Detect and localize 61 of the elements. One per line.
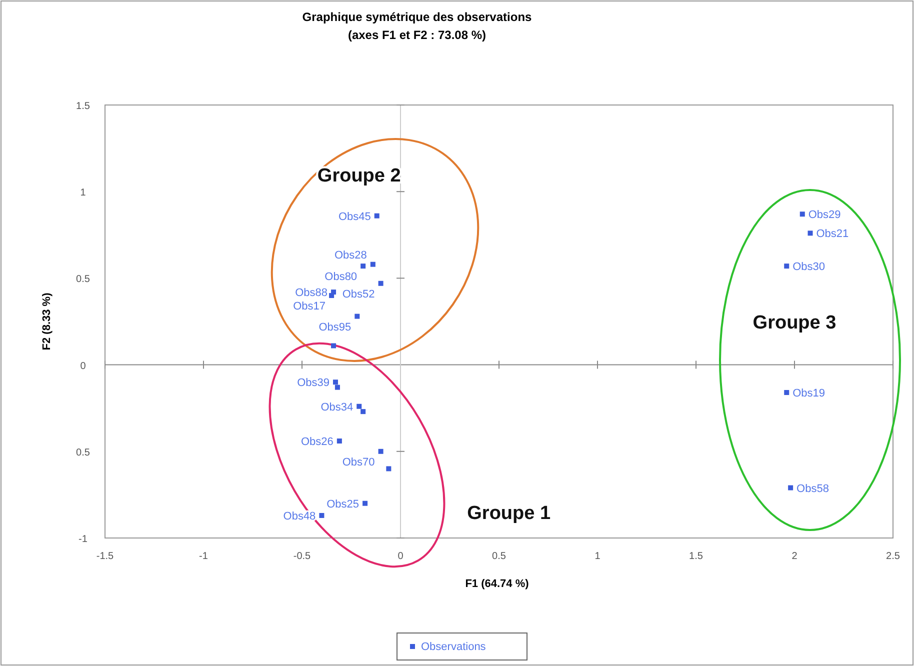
point	[378, 448, 384, 454]
y-tick-label: 0.5	[76, 274, 90, 286]
data-label: Obs39	[297, 377, 330, 390]
point	[360, 264, 366, 269]
data-label: Obs26	[301, 436, 334, 448]
x-axis-title: F1 (64.74 %)	[465, 578, 530, 590]
x-tick-label: 0	[398, 551, 404, 562]
point	[362, 500, 368, 506]
point	[332, 380, 338, 385]
data-label: Obs29	[808, 209, 841, 222]
data-label: Obs17	[293, 300, 326, 313]
y-tick-label: 0.5	[76, 447, 90, 458]
data-label: Obs25	[326, 498, 360, 510]
data-label: Obs52	[342, 288, 375, 300]
x-tick-label: -1	[199, 551, 208, 562]
y-tick-label: 0	[80, 360, 86, 372]
data-label: Obs21	[816, 228, 849, 240]
point	[378, 280, 384, 286]
point	[784, 264, 790, 269]
point	[370, 262, 376, 267]
x-tick-label: 2	[792, 551, 798, 562]
y-tick-label: 1	[80, 188, 86, 199]
y-axis-title: F2 (8.33 %)	[41, 292, 53, 350]
x-tick-label: 2.5	[886, 551, 900, 562]
point	[800, 212, 805, 217]
chart-subtitle: (axes F1 et F2 : 73.08 %)	[348, 28, 486, 42]
point	[784, 390, 790, 396]
point	[336, 438, 342, 444]
point	[354, 314, 360, 319]
x-tick-label: 1.5	[689, 551, 704, 562]
annotation: Groupe 3	[752, 312, 836, 334]
x-tick-label: 1	[594, 551, 601, 562]
data-label: Obs58	[796, 482, 829, 495]
point	[808, 230, 813, 236]
annotation: Groupe 1	[467, 503, 551, 524]
data-label: Obs30	[792, 261, 826, 274]
legend-label: Observations	[421, 641, 486, 653]
point	[319, 512, 324, 518]
data-label: Obs34	[320, 401, 354, 414]
point	[360, 409, 366, 414]
data-label: Obs70	[342, 456, 375, 468]
y-tick-label: 1.5	[76, 101, 90, 112]
y-tick-label: -1	[78, 534, 88, 545]
data-label: Obs95	[318, 321, 352, 334]
data-label: Obs19	[792, 388, 826, 400]
x-tick-label: 0.5	[492, 551, 506, 562]
data-label: Obs80	[324, 271, 358, 284]
point	[374, 213, 380, 218]
point	[356, 404, 362, 409]
point	[329, 293, 334, 298]
point	[331, 343, 336, 348]
point	[334, 384, 340, 390]
data-label: Obs45	[338, 210, 371, 223]
point	[788, 485, 794, 490]
point	[386, 466, 392, 472]
data-label: Obs88	[295, 287, 328, 300]
x-tick-label: -1.5	[96, 551, 114, 562]
chart-title: Graphique symétrique des observations	[302, 10, 532, 24]
data-label: Obs28	[334, 249, 367, 262]
annotation: Groupe 2	[317, 165, 401, 186]
x-tick-label: -0.5	[293, 551, 312, 562]
